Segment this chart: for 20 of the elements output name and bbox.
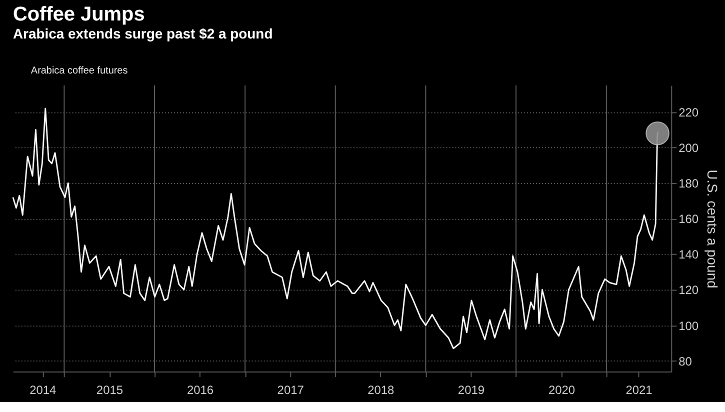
x-tick-label: 2018 bbox=[368, 382, 395, 397]
y-tick-label: 180 bbox=[678, 176, 699, 191]
y-tick-label: 120 bbox=[678, 283, 699, 298]
x-tick-label: 2014 bbox=[30, 382, 57, 397]
x-tick-label: 2016 bbox=[186, 382, 214, 397]
text: Arabica coffee futures bbox=[30, 65, 128, 76]
y-tick-label: 80 bbox=[678, 354, 692, 368]
x-tick-label: 2020 bbox=[548, 382, 576, 397]
x-tick-label: 2017 bbox=[277, 382, 304, 397]
chart-subtitle: Arabica extends surge past $2 a pound bbox=[12, 25, 273, 42]
y-tick-label: 200 bbox=[678, 141, 699, 156]
x-tick-label: 2015 bbox=[96, 382, 124, 397]
y-tick-label: 160 bbox=[678, 212, 699, 226]
x-tick-label: 2019 bbox=[458, 382, 485, 397]
chart-title: Coffee Jumps bbox=[12, 4, 145, 26]
y-tick-label: 140 bbox=[678, 248, 699, 262]
y-axis-title: U.S. cents a pound bbox=[704, 170, 721, 288]
y-tick-label: 100 bbox=[678, 318, 699, 333]
x-tick-label: 2021 bbox=[626, 382, 653, 397]
y-tick-label: 220 bbox=[678, 105, 699, 120]
